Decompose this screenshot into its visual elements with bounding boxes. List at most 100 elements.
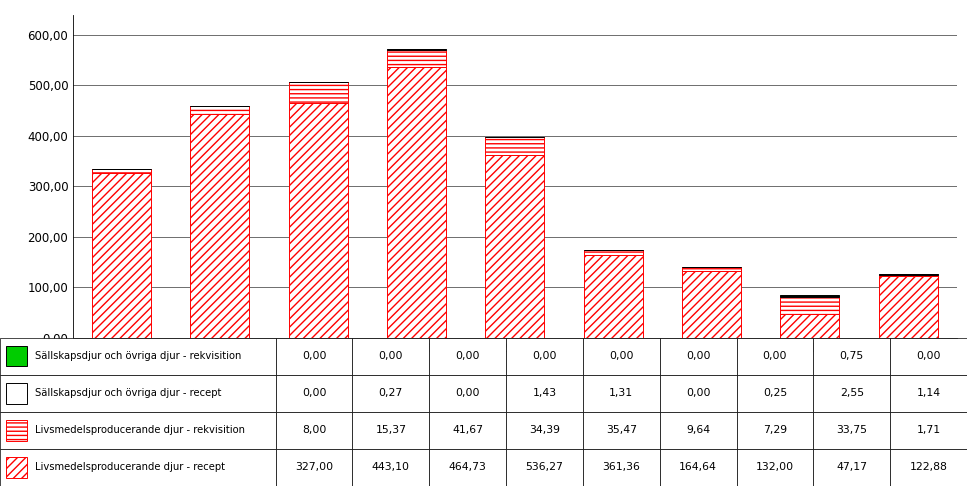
Bar xyxy=(737,338,813,375)
Bar xyxy=(780,314,839,338)
Text: 443,10: 443,10 xyxy=(372,463,410,472)
Bar xyxy=(584,250,643,255)
Text: 0,00: 0,00 xyxy=(763,351,787,361)
Bar xyxy=(879,274,938,275)
Text: 536,27: 536,27 xyxy=(525,463,564,472)
Bar xyxy=(276,449,352,486)
Bar xyxy=(6,420,27,441)
Bar xyxy=(780,297,839,314)
Text: 35,47: 35,47 xyxy=(605,425,637,435)
Bar xyxy=(813,338,891,375)
Text: 41,67: 41,67 xyxy=(453,425,484,435)
Bar xyxy=(891,375,967,412)
Bar xyxy=(429,338,506,375)
Text: 1,14: 1,14 xyxy=(917,388,941,399)
Bar xyxy=(485,138,544,156)
Text: 0,00: 0,00 xyxy=(302,388,326,399)
Text: 0,00: 0,00 xyxy=(686,351,711,361)
Text: 8,00: 8,00 xyxy=(302,425,326,435)
Text: 327,00: 327,00 xyxy=(295,463,333,472)
Text: 464,73: 464,73 xyxy=(449,463,486,472)
Text: Sällskapsdjur och övriga djur - rekvisition: Sällskapsdjur och övriga djur - rekvisit… xyxy=(35,351,241,361)
Bar xyxy=(387,50,446,67)
Bar xyxy=(682,267,741,271)
Bar xyxy=(276,338,352,375)
Text: 0,75: 0,75 xyxy=(839,351,864,361)
Bar xyxy=(190,106,249,114)
Bar xyxy=(0,412,276,449)
Bar xyxy=(506,338,583,375)
Text: 0,00: 0,00 xyxy=(455,388,480,399)
Bar xyxy=(659,338,737,375)
Text: 7,29: 7,29 xyxy=(763,425,787,435)
Bar xyxy=(289,103,348,338)
Bar xyxy=(891,412,967,449)
Text: 0,00: 0,00 xyxy=(609,351,633,361)
Bar xyxy=(583,375,659,412)
Bar xyxy=(352,338,429,375)
Bar xyxy=(485,137,544,138)
Text: 1,43: 1,43 xyxy=(533,388,557,399)
Bar xyxy=(891,449,967,486)
Bar xyxy=(352,412,429,449)
Bar xyxy=(429,412,506,449)
Bar xyxy=(429,449,506,486)
Bar xyxy=(429,375,506,412)
Bar xyxy=(813,412,891,449)
Bar xyxy=(737,449,813,486)
Bar xyxy=(583,338,659,375)
Text: Sällskapsdjur och övriga djur - recept: Sällskapsdjur och övriga djur - recept xyxy=(35,388,221,399)
Bar xyxy=(583,412,659,449)
Bar xyxy=(813,449,891,486)
Text: 1,71: 1,71 xyxy=(917,425,941,435)
Bar xyxy=(879,276,938,338)
Text: 361,36: 361,36 xyxy=(602,463,640,472)
Bar xyxy=(659,375,737,412)
Text: 122,88: 122,88 xyxy=(910,463,948,472)
Text: 0,00: 0,00 xyxy=(455,351,480,361)
Text: 0,27: 0,27 xyxy=(379,388,403,399)
Bar xyxy=(891,338,967,375)
Text: 1,31: 1,31 xyxy=(609,388,633,399)
Text: 0,00: 0,00 xyxy=(532,351,557,361)
Bar xyxy=(289,82,348,103)
Bar xyxy=(276,375,352,412)
Bar xyxy=(879,275,938,276)
Text: 2,55: 2,55 xyxy=(839,388,864,399)
Bar xyxy=(6,457,27,478)
Bar xyxy=(352,375,429,412)
Text: 34,39: 34,39 xyxy=(529,425,560,435)
Bar xyxy=(352,449,429,486)
Bar xyxy=(583,449,659,486)
Bar xyxy=(506,412,583,449)
Bar xyxy=(737,375,813,412)
Text: 0,00: 0,00 xyxy=(378,351,403,361)
Bar xyxy=(584,255,643,338)
Text: 47,17: 47,17 xyxy=(836,463,867,472)
Bar xyxy=(813,375,891,412)
Bar xyxy=(737,412,813,449)
Bar xyxy=(506,449,583,486)
Text: 0,00: 0,00 xyxy=(917,351,941,361)
Bar xyxy=(485,156,544,338)
Bar xyxy=(0,338,276,375)
Bar xyxy=(0,449,276,486)
Bar xyxy=(6,383,27,403)
Bar xyxy=(276,412,352,449)
Bar xyxy=(0,375,276,412)
Text: Livsmedelsproducerande djur - recept: Livsmedelsproducerande djur - recept xyxy=(35,463,224,472)
Bar xyxy=(6,346,27,366)
Text: 132,00: 132,00 xyxy=(756,463,794,472)
Bar xyxy=(682,271,741,338)
Text: 9,64: 9,64 xyxy=(686,425,710,435)
Text: 0,00: 0,00 xyxy=(686,388,711,399)
Text: Livsmedelsproducerande djur - rekvisition: Livsmedelsproducerande djur - rekvisitio… xyxy=(35,425,245,435)
Bar xyxy=(387,49,446,50)
Text: 15,37: 15,37 xyxy=(375,425,406,435)
Bar xyxy=(659,412,737,449)
Bar xyxy=(190,114,249,338)
Bar xyxy=(92,173,151,338)
Bar xyxy=(92,169,151,173)
Text: 33,75: 33,75 xyxy=(836,425,867,435)
Text: 0,25: 0,25 xyxy=(763,388,787,399)
